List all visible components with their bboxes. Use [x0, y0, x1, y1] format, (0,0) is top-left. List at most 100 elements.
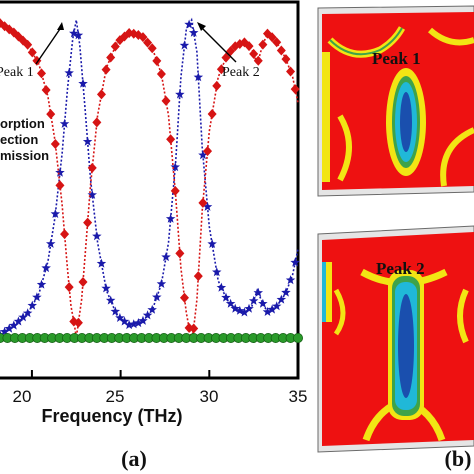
data-point-marker	[249, 48, 259, 59]
data-point-marker	[82, 136, 93, 146]
data-point-marker	[37, 68, 47, 79]
x-tick-label: 35	[289, 387, 308, 406]
data-point-marker	[156, 278, 167, 288]
data-point-marker	[258, 298, 268, 308]
data-point-marker	[188, 27, 199, 37]
map-label: Peak 1	[372, 49, 421, 68]
data-point-marker	[9, 320, 19, 330]
data-point-marker	[133, 318, 144, 328]
data-point-marker	[129, 319, 139, 329]
data-point-marker	[13, 316, 24, 326]
data-point-marker	[143, 37, 153, 48]
data-point-marker	[64, 68, 74, 77]
data-point-marker	[239, 307, 250, 317]
data-point-marker	[4, 323, 14, 333]
data-point-marker	[142, 310, 153, 320]
arrow-head-icon	[57, 22, 64, 30]
data-point-marker	[96, 89, 106, 100]
x-axis-ticks	[30, 370, 299, 378]
data-point-marker	[244, 303, 254, 313]
data-point-marker	[207, 239, 217, 248]
data-point-marker	[138, 315, 148, 325]
data-point-marker	[248, 295, 259, 305]
data-point-marker	[189, 323, 199, 334]
data-point-marker	[64, 282, 74, 293]
data-point-marker	[184, 19, 194, 29]
data-point-marker	[27, 47, 37, 58]
data-point-marker	[175, 89, 185, 99]
data-point-marker	[110, 41, 120, 52]
data-point-marker	[147, 43, 157, 54]
data-point-marker	[22, 308, 33, 318]
data-point-marker	[290, 84, 300, 95]
series-absorption	[0, 17, 300, 339]
x-tick-label: 30	[200, 387, 219, 406]
data-point-marker	[179, 292, 189, 303]
data-point-marker	[46, 109, 56, 120]
data-point-marker	[59, 118, 70, 128]
data-point-marker	[124, 320, 134, 330]
data-point-marker	[55, 167, 65, 177]
data-point-marker	[101, 283, 111, 293]
plot-series	[0, 17, 303, 343]
data-point-marker	[281, 54, 291, 65]
data-point-marker	[73, 317, 83, 328]
data-point-marker	[138, 32, 148, 43]
data-point-marker	[253, 287, 263, 297]
data-point-marker	[212, 267, 222, 277]
data-point-marker	[202, 201, 213, 211]
data-point-marker	[272, 37, 282, 48]
data-point-marker	[193, 72, 204, 82]
legend-entry: mission	[0, 148, 49, 163]
data-point-marker	[152, 55, 162, 66]
map-label: Peak 2	[376, 259, 425, 278]
data-point-marker	[27, 300, 37, 310]
peak-2-annotation: Peak 2	[222, 65, 260, 80]
data-point-marker	[244, 41, 254, 52]
data-point-marker	[272, 301, 282, 311]
data-point-marker	[258, 39, 268, 50]
series-transmission	[0, 332, 303, 343]
data-point-marker	[179, 40, 190, 50]
data-point-marker	[161, 95, 171, 106]
data-point-marker	[225, 298, 236, 308]
data-point-marker	[170, 185, 180, 196]
panel-label-a: (a)	[121, 446, 147, 471]
data-point-marker	[281, 287, 291, 297]
data-point-marker	[60, 229, 70, 240]
legend-entry: orption	[0, 116, 45, 131]
data-point-marker	[115, 312, 125, 322]
data-point-marker	[221, 292, 231, 302]
data-point-marker	[161, 252, 171, 262]
data-point-marker	[73, 30, 84, 40]
data-point-marker	[41, 84, 51, 95]
data-point-marker	[276, 294, 287, 304]
data-point-marker	[156, 69, 166, 80]
data-point-marker	[87, 189, 97, 199]
data-point-marker	[105, 295, 116, 305]
data-point-marker	[216, 64, 226, 75]
data-point-marker	[286, 66, 296, 77]
data-point-marker	[32, 292, 42, 302]
series-reflection	[0, 18, 300, 342]
peak-1-annotation: Peak 1	[0, 65, 34, 80]
arrow-head-icon	[197, 22, 206, 31]
data-point-marker	[276, 45, 286, 56]
data-point-marker	[46, 238, 56, 248]
data-point-marker	[175, 248, 185, 259]
peak-1-arrow	[35, 25, 63, 65]
data-point-marker	[166, 134, 176, 145]
data-point-marker	[106, 52, 116, 63]
data-point-marker	[198, 197, 208, 208]
data-point-marker	[92, 231, 102, 241]
data-point-marker	[292, 332, 303, 343]
data-point-marker	[193, 271, 203, 282]
peak-2-arrow	[199, 25, 237, 63]
data-point-marker	[262, 306, 273, 316]
field-map-peak-1: Peak 1	[317, 5, 474, 197]
data-point-marker	[50, 139, 60, 150]
data-point-marker	[36, 279, 47, 289]
data-point-marker	[267, 32, 277, 43]
plot-frame	[0, 0, 300, 380]
